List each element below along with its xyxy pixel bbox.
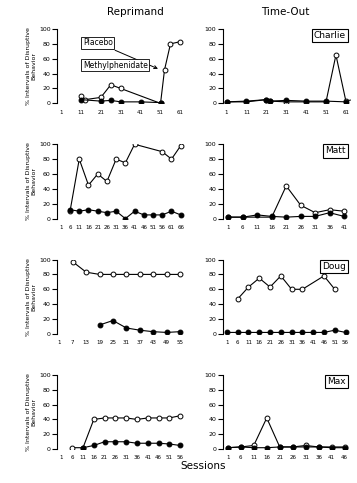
Y-axis label: % Intervals of Disruptive
Behavior: % Intervals of Disruptive Behavior: [26, 142, 36, 220]
Text: Reprimand: Reprimand: [107, 7, 164, 17]
Text: Max: Max: [327, 377, 346, 386]
Text: Sessions: Sessions: [181, 461, 226, 471]
Y-axis label: % Intervals of Disruptive
Behavior: % Intervals of Disruptive Behavior: [26, 373, 36, 451]
Text: Doug: Doug: [322, 262, 346, 271]
Text: Methylphenidate: Methylphenidate: [83, 61, 148, 70]
Y-axis label: % Intervals of Disruptive
Behavior: % Intervals of Disruptive Behavior: [26, 258, 36, 336]
Text: Charlie: Charlie: [314, 31, 346, 40]
Text: Matt: Matt: [326, 146, 346, 156]
Text: Placebo: Placebo: [83, 38, 157, 69]
Text: Time-Out: Time-Out: [261, 7, 310, 17]
Y-axis label: % Intervals of Disruptive
Behavior: % Intervals of Disruptive Behavior: [26, 27, 36, 105]
